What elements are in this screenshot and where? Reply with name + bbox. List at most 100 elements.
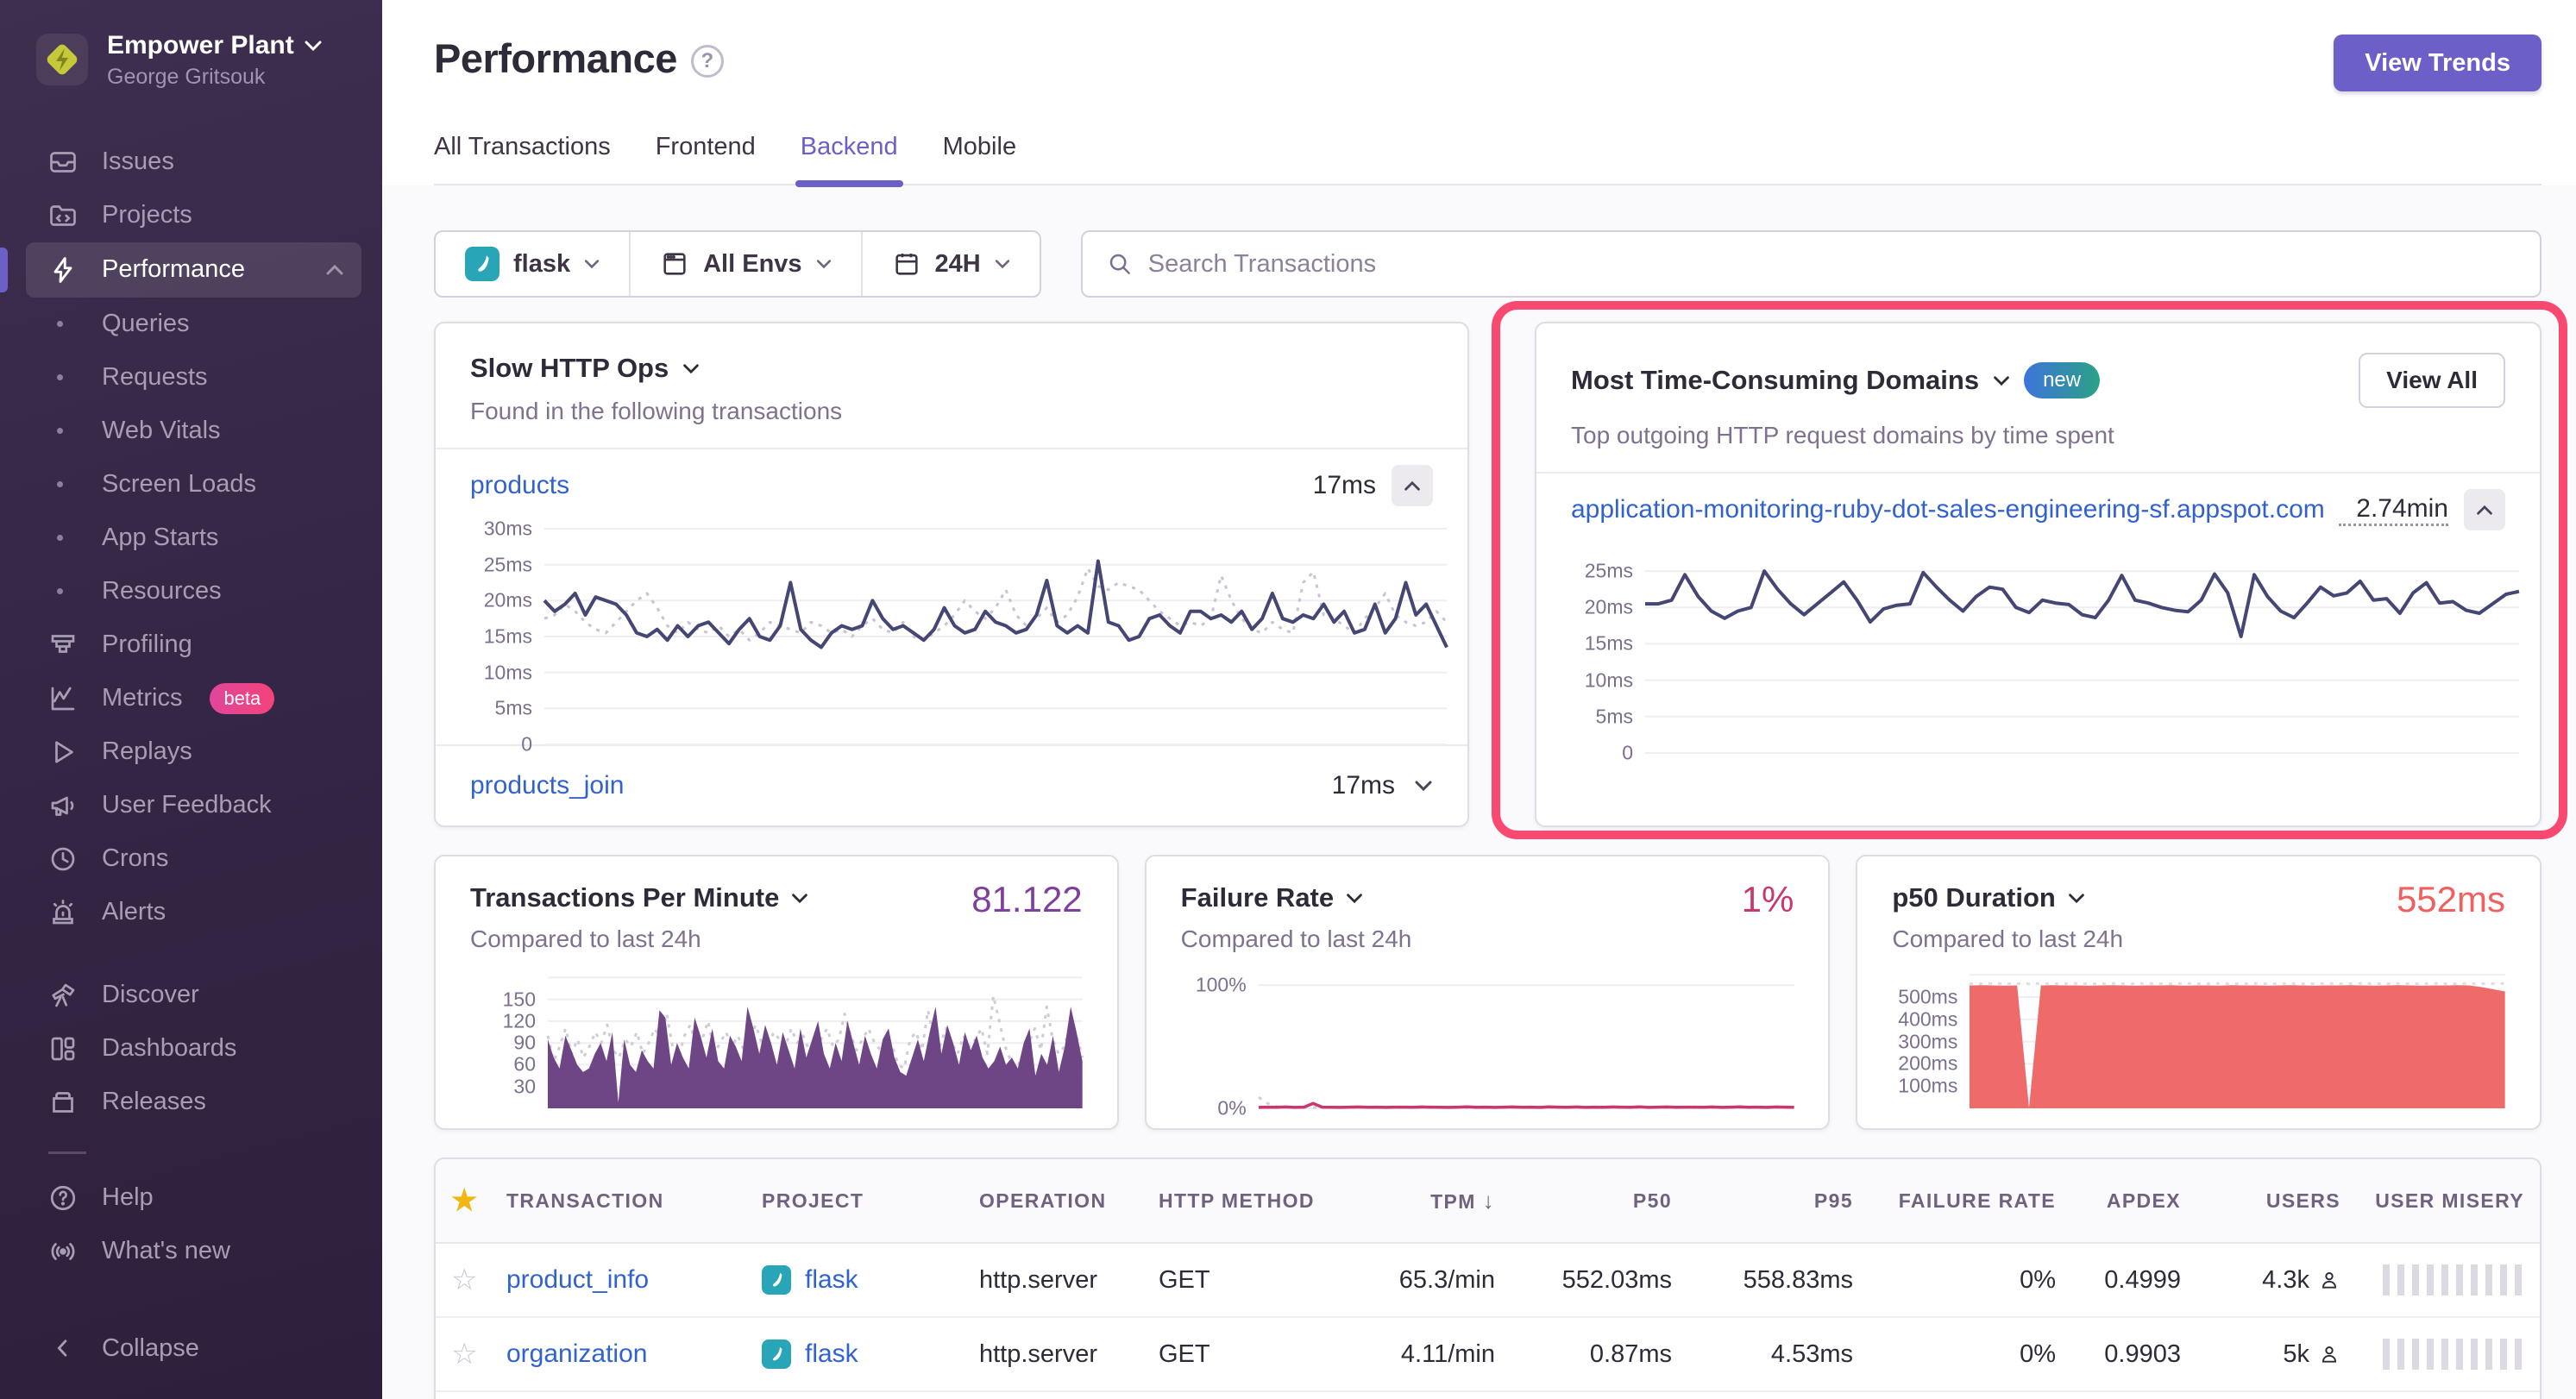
sidebar-nav: Issues Projects Performance Queries Requ… bbox=[0, 135, 382, 1375]
sidebar-item-metrics[interactable]: Metrics beta bbox=[0, 672, 382, 725]
column-header-p95[interactable]: P95 bbox=[1687, 1159, 1869, 1243]
project-link[interactable]: flask bbox=[805, 1339, 858, 1369]
metrics-icon bbox=[47, 682, 79, 715]
card-title[interactable]: p50 Duration bbox=[1892, 882, 2055, 913]
collapse-row-button[interactable] bbox=[2464, 489, 2505, 530]
transaction-link[interactable]: organization bbox=[506, 1339, 647, 1368]
user-misery-bars bbox=[2383, 1339, 2524, 1370]
sidebar-item-replays[interactable]: Replays bbox=[0, 725, 382, 779]
sidebar-item-label: Metrics bbox=[102, 684, 182, 712]
chevron-down-icon[interactable] bbox=[1346, 893, 1363, 904]
sidebar-item-help[interactable]: Help bbox=[0, 1171, 382, 1225]
column-header-transaction[interactable]: TRANSACTION bbox=[491, 1159, 746, 1243]
sidebar-item-crons[interactable]: Crons bbox=[0, 832, 382, 886]
user-misery-bars bbox=[2383, 1264, 2524, 1295]
sidebar-item-discover[interactable]: Discover bbox=[0, 969, 382, 1022]
releases-icon bbox=[47, 1086, 79, 1119]
card-title[interactable]: Transactions Per Minute bbox=[470, 882, 779, 913]
help-tooltip-icon[interactable]: ? bbox=[691, 45, 724, 78]
card-value: 1% bbox=[1742, 879, 1794, 920]
tab-frontend[interactable]: Frontend bbox=[656, 133, 756, 184]
project-link[interactable]: flask bbox=[805, 1265, 858, 1295]
column-header-tpm[interactable]: TPM ↓ bbox=[1348, 1159, 1511, 1243]
sidebar-item-label: Screen Loads bbox=[102, 470, 256, 499]
operation-cell: http.server bbox=[964, 1243, 1143, 1317]
sidebar-item-queries[interactable]: Queries bbox=[0, 298, 382, 351]
sidebar-item-screen-loads[interactable]: Screen Loads bbox=[0, 458, 382, 511]
sidebar-item-whats-new[interactable]: What's new bbox=[0, 1225, 382, 1278]
p50-cell: 552.03ms bbox=[1511, 1243, 1687, 1317]
star-outline-icon[interactable]: ☆ bbox=[451, 1264, 477, 1296]
star-filled-icon[interactable]: ★ bbox=[451, 1184, 479, 1217]
sidebar-item-dashboards[interactable]: Dashboards bbox=[0, 1022, 382, 1076]
date-range-filter[interactable]: 24H bbox=[861, 232, 1040, 296]
table-row[interactable]: ☆ product_info flask http.server GET 65.… bbox=[436, 1243, 2540, 1317]
card-subtitle: Compared to last 24h bbox=[1892, 925, 2505, 953]
telescope-icon bbox=[47, 979, 79, 1012]
help-icon bbox=[47, 1182, 79, 1214]
time-spent-value[interactable]: 2.74min bbox=[2339, 494, 2448, 526]
sidebar-item-app-starts[interactable]: App Starts bbox=[0, 511, 382, 565]
apdex-cell: 0.9903 bbox=[2071, 1317, 2196, 1391]
environment-filter[interactable]: All Envs bbox=[629, 232, 860, 296]
tab-all-transactions[interactable]: All Transactions bbox=[434, 133, 611, 184]
chevron-down-icon[interactable] bbox=[1993, 375, 2010, 386]
replays-icon bbox=[47, 736, 79, 769]
sidebar-item-requests[interactable]: Requests bbox=[0, 351, 382, 405]
chart-plot bbox=[1259, 970, 1794, 1108]
users-count: 5k bbox=[2283, 1340, 2309, 1369]
sidebar-item-profiling[interactable]: Profiling bbox=[0, 618, 382, 672]
transaction-link[interactable]: products_join bbox=[470, 771, 624, 800]
bullet-icon bbox=[57, 588, 63, 594]
expand-row-button[interactable] bbox=[1414, 780, 1433, 792]
org-switcher[interactable]: Empower Plant George Gritsouk bbox=[0, 29, 382, 91]
view-trends-button[interactable]: View Trends bbox=[2334, 35, 2541, 91]
column-header-operation[interactable]: OPERATION bbox=[964, 1159, 1143, 1243]
chevron-down-icon[interactable] bbox=[682, 363, 700, 374]
view-all-button[interactable]: View All bbox=[2359, 353, 2505, 408]
column-header-p50[interactable]: P50 bbox=[1511, 1159, 1687, 1243]
tab-mobile[interactable]: Mobile bbox=[943, 133, 1016, 184]
sidebar-item-label: Releases bbox=[102, 1088, 206, 1116]
broadcast-icon bbox=[47, 1235, 79, 1268]
table-header-row: ★ TRANSACTION PROJECT OPERATION HTTP MET… bbox=[436, 1159, 2540, 1243]
bullet-icon bbox=[57, 428, 63, 434]
column-header-user-misery[interactable]: USER MISERY bbox=[2356, 1159, 2540, 1243]
column-header-users[interactable]: USERS bbox=[2196, 1159, 2356, 1243]
tpm-cell: 65.3/min bbox=[1348, 1243, 1511, 1317]
sidebar-item-user-feedback[interactable]: User Feedback bbox=[0, 779, 382, 832]
chevron-down-icon[interactable] bbox=[2068, 893, 2085, 904]
search-input[interactable] bbox=[1148, 250, 2516, 279]
column-header-apdex[interactable]: APDEX bbox=[2071, 1159, 2196, 1243]
sidebar-item-alerts[interactable]: Alerts bbox=[0, 886, 382, 939]
column-header-failure-rate[interactable]: FAILURE RATE bbox=[1869, 1159, 2071, 1243]
widget-title[interactable]: Slow HTTP Ops bbox=[470, 353, 669, 384]
widget-title[interactable]: Most Time-Consuming Domains bbox=[1571, 365, 1979, 396]
sort-desc-icon: ↓ bbox=[1483, 1188, 1495, 1214]
chevron-down-icon[interactable] bbox=[791, 893, 808, 904]
sidebar-item-web-vitals[interactable]: Web Vitals bbox=[0, 405, 382, 458]
sidebar-item-issues[interactable]: Issues bbox=[0, 135, 382, 189]
transaction-link[interactable]: product_info bbox=[506, 1265, 649, 1294]
column-header-http-method[interactable]: HTTP METHOD bbox=[1143, 1159, 1348, 1243]
project-filter[interactable]: flask bbox=[436, 232, 629, 296]
star-outline-icon[interactable]: ☆ bbox=[451, 1338, 477, 1371]
column-header-project[interactable]: PROJECT bbox=[746, 1159, 964, 1243]
failure-rate-cell: 0% bbox=[1869, 1317, 2071, 1391]
table-row[interactable]: ☆ organization flask http.server GET 4.1… bbox=[436, 1317, 2540, 1391]
transaction-link[interactable]: products bbox=[470, 471, 569, 500]
date-range-value: 24H bbox=[935, 250, 981, 279]
sidebar-item-performance[interactable]: Performance bbox=[26, 242, 361, 298]
sidebar-collapse-button[interactable]: Collapse bbox=[0, 1321, 382, 1375]
sidebar-item-releases[interactable]: Releases bbox=[0, 1076, 382, 1129]
card-title[interactable]: Failure Rate bbox=[1181, 882, 1334, 913]
sidebar-item-projects[interactable]: Projects bbox=[0, 189, 382, 242]
operation-cell: http.server bbox=[964, 1317, 1143, 1391]
transaction-row-products-join: products_join 17ms bbox=[436, 744, 1467, 825]
tab-backend[interactable]: Backend bbox=[801, 133, 898, 184]
domain-link[interactable]: application-monitoring-ruby-dot-sales-en… bbox=[1571, 495, 2325, 524]
collapse-row-button[interactable] bbox=[1392, 465, 1433, 506]
card-value: 552ms bbox=[2397, 879, 2505, 920]
sidebar-item-resources[interactable]: Resources bbox=[0, 565, 382, 618]
sidebar-item-label: Projects bbox=[102, 201, 192, 229]
